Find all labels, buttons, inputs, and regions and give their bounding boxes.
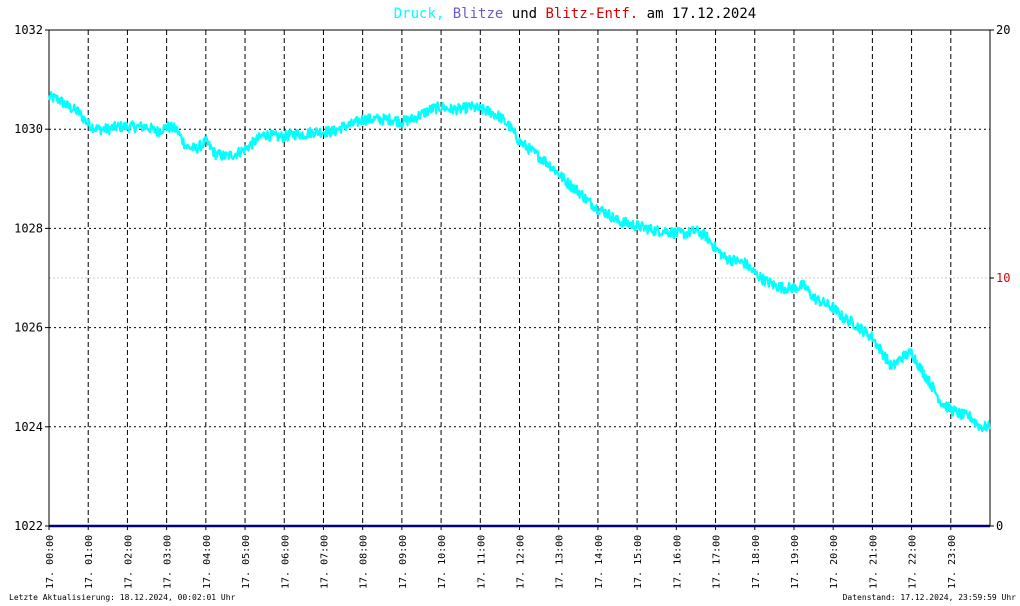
x-tick-label: 17. 09:00 — [398, 535, 409, 589]
x-tick-label: 17. 14:00 — [594, 535, 605, 589]
x-tick-label: 17. 20:00 — [829, 535, 840, 589]
series-layer — [47, 90, 992, 528]
y-right-tick-label: 10 — [996, 271, 1010, 285]
title-part: Blitz-Entf. — [537, 6, 638, 22]
y-left-tick-label: 1028 — [14, 221, 43, 235]
x-tick-label: 17. 16:00 — [672, 535, 683, 589]
x-tick-label: 17. 06:00 — [280, 535, 291, 589]
x-tick-label: 17. 21:00 — [868, 535, 879, 589]
x-tick-label: 17. 10:00 — [437, 535, 448, 589]
y-right-tick-label: 20 — [996, 23, 1010, 37]
y-left-tick-label: 1024 — [14, 420, 43, 434]
x-tick-label: 17. 19:00 — [790, 535, 801, 589]
grid-layer — [49, 30, 990, 526]
y-left-tick-label: 1022 — [14, 519, 43, 533]
last-update-label: Letzte Aktualisierung: 18.12.2024, 00:02… — [9, 593, 236, 602]
x-tick-label: 17. 22:00 — [908, 535, 919, 589]
series-druck-line — [47, 90, 992, 433]
y-left-tick-label: 1026 — [14, 321, 43, 335]
x-tick-label: 17. 18:00 — [751, 535, 762, 589]
y-left-tick-label: 1032 — [14, 23, 43, 37]
y-right-tick-label: 0 — [996, 519, 1003, 533]
x-tick-label: 17. 12:00 — [516, 535, 527, 589]
axis-layer: 1022 1024 1026 1028 1030 1032 0 10 20 17. 00:00 17… — [14, 23, 1010, 589]
x-tick-label: 17. 00:00 — [45, 535, 56, 589]
x-tick-label: 17. 07:00 — [319, 535, 330, 589]
x-tick-label: 17. 13:00 — [555, 535, 566, 589]
x-tick-label: 17. 15:00 — [633, 535, 644, 589]
title-part: am 17.12.2024 — [638, 6, 756, 22]
x-tick-label: 17. 11:00 — [476, 535, 487, 589]
y-left-tick-label: 1030 — [14, 122, 43, 136]
x-tick-label: 17. 17:00 — [712, 535, 723, 589]
title-part: Blitze — [444, 6, 503, 22]
x-tick-label: 17. 08:00 — [359, 535, 370, 589]
x-tick-label: 17. 02:00 — [123, 535, 134, 589]
x-tick-label: 17. 23:00 — [947, 535, 958, 589]
title-part: und — [503, 6, 537, 22]
chart-title: Druck, Blitze und Blitz-Entf. am 17.12.2… — [394, 6, 756, 22]
x-tick-label: 17. 03:00 — [163, 535, 174, 589]
x-tick-label: 17. 04:00 — [202, 535, 213, 589]
title-part: Druck, — [394, 6, 445, 22]
data-status-label: Datenstand: 17.12.2024, 23:59:59 Uhr — [842, 593, 1016, 602]
x-tick-label: 17. 05:00 — [241, 535, 252, 589]
x-tick-label: 17. 01:00 — [84, 535, 95, 589]
